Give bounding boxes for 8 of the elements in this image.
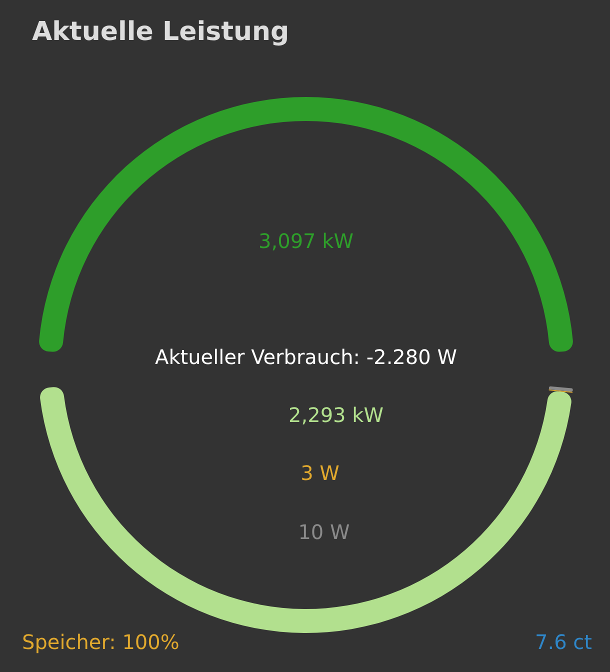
data-label: 2,293 kW xyxy=(288,403,384,427)
text: 7.6 ct xyxy=(534,630,592,654)
text: Aktuelle Leistung xyxy=(32,17,290,47)
text: Aktueller Verbrauch: -2.280 W xyxy=(155,345,458,369)
data-label: 3 W xyxy=(300,461,340,485)
data-label: 3,097 kW xyxy=(258,229,354,253)
text: Speicher: 100% xyxy=(22,630,180,654)
data-label: 10 W xyxy=(298,520,350,544)
